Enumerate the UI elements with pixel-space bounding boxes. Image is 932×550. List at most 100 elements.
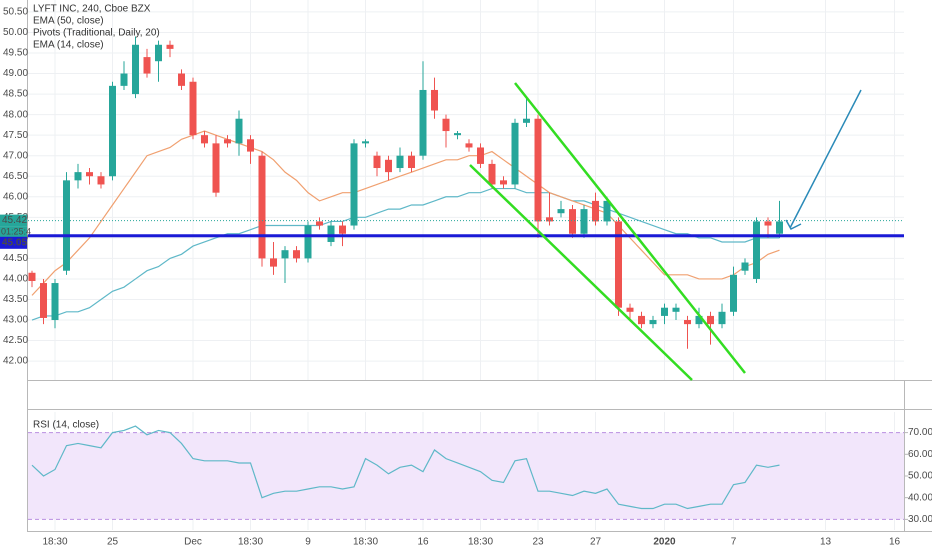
x-tick-label: 23	[532, 537, 544, 548]
legend-entry: EMA (50, close)	[33, 16, 104, 27]
candle-body	[304, 225, 312, 259]
y-tick-label: 70.00	[908, 427, 932, 438]
y-tick-label: 50.50	[3, 7, 28, 18]
candle-body	[327, 225, 335, 242]
candle-body	[431, 89, 438, 111]
candle-body	[362, 141, 369, 144]
candle-body	[741, 262, 749, 271]
x-tick-label: 9	[305, 537, 311, 548]
candle-body	[396, 155, 404, 169]
candle-body	[212, 143, 220, 193]
candle-body	[258, 155, 266, 259]
candle-body	[40, 283, 47, 318]
y-tick-label: 47.00	[3, 150, 28, 161]
y-tick-label: 46.50	[3, 171, 28, 182]
x-tick-label: 2020	[653, 537, 676, 548]
candle-body	[649, 320, 657, 325]
y-tick-label: 48.00	[3, 109, 28, 120]
candle-body	[201, 135, 208, 144]
candle-body	[247, 139, 254, 152]
candle-body	[120, 73, 128, 86]
candle-body	[74, 172, 82, 181]
price-label: 45.42	[2, 215, 27, 226]
candle-body	[281, 250, 289, 259]
x-tick-label: 7	[731, 537, 737, 548]
y-tick-label: 46.00	[3, 191, 28, 202]
candle-body	[684, 320, 691, 325]
candle-body	[385, 159, 392, 173]
candle-body	[270, 258, 277, 267]
candle-body	[373, 155, 381, 169]
legend-entry: Pivots (Traditional, Daily, 20)	[33, 28, 160, 39]
candle-body	[419, 89, 427, 156]
candle-body	[293, 250, 300, 259]
x-tick-label: Dec	[184, 537, 202, 548]
y-tick-label: 42.00	[3, 356, 28, 367]
candle-body	[764, 221, 772, 226]
candle-body	[235, 118, 243, 144]
indicator-line	[31, 130, 780, 296]
y-tick-label: 40.00	[908, 492, 932, 503]
candle-body	[51, 283, 59, 321]
candle-body	[350, 143, 358, 226]
pane-title: RSI (14, close)	[33, 420, 99, 431]
candle-body	[592, 200, 599, 222]
rsi-band	[28, 432, 904, 520]
candle-body	[753, 221, 760, 279]
candle-body	[132, 44, 139, 95]
candle-body	[465, 143, 473, 148]
candle-body	[477, 147, 484, 164]
candle-body	[672, 307, 680, 312]
candle-body	[707, 315, 714, 325]
x-tick-label: 16	[889, 537, 901, 548]
candle-body	[626, 307, 634, 312]
x-tick-label: 16	[417, 537, 429, 548]
y-tick-label: 50.00	[908, 471, 932, 482]
candle-body	[603, 200, 611, 222]
candle-body	[189, 81, 197, 136]
candle-body	[511, 122, 519, 185]
legend-entry: EMA (14, close)	[33, 40, 104, 51]
candle-body	[615, 221, 622, 308]
price-label-box	[0, 214, 27, 227]
candle-body	[454, 133, 461, 136]
candle-body	[339, 225, 346, 234]
countdown-box	[0, 226, 27, 238]
x-tick-label: 18:30	[353, 537, 378, 548]
candle-body	[97, 176, 105, 185]
candle-body	[569, 209, 576, 234]
y-tick-label: 49.50	[3, 48, 28, 59]
x-tick-label: 13	[820, 537, 832, 548]
candle-body	[661, 307, 668, 316]
trend-line	[514, 82, 746, 374]
y-tick-label: 44.00	[3, 274, 28, 285]
candle-body	[109, 85, 116, 177]
arrow-line	[789, 89, 862, 229]
candle-body	[557, 209, 565, 214]
candle-body	[442, 118, 450, 132]
indicator-line	[31, 425, 780, 510]
chart-title: LYFT INC, 240, Cboe BZX	[33, 4, 151, 15]
candle-body	[776, 221, 783, 234]
y-tick-label: 43.50	[3, 294, 28, 305]
price-label: 45.05	[2, 237, 27, 248]
x-tick-label: 25	[107, 537, 119, 548]
candle-body	[178, 73, 185, 86]
x-tick-label: 18:30	[468, 537, 493, 548]
candle-body	[28, 272, 36, 281]
candle-body	[86, 172, 93, 177]
candle-body	[523, 118, 530, 123]
candle-body	[63, 180, 70, 271]
indicator-line	[31, 187, 780, 321]
y-tick-label: 47.50	[3, 130, 28, 141]
candle-body	[718, 311, 726, 325]
y-tick-label: 43.00	[3, 315, 28, 326]
candle-body	[534, 118, 542, 222]
candle-body	[695, 315, 703, 325]
price-label-box	[0, 236, 27, 249]
candle-body	[488, 163, 496, 185]
candle-body	[638, 315, 645, 325]
candle-body	[546, 217, 553, 222]
y-tick-label: 48.50	[3, 89, 28, 100]
